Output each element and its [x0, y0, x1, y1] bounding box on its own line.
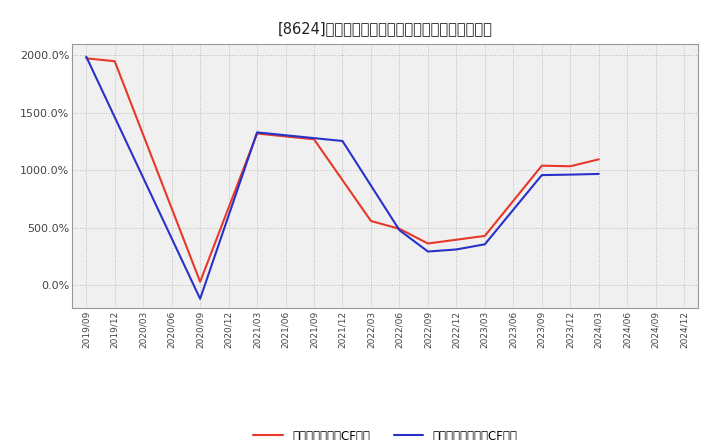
有利子負債営業CF比率 — [595, 157, 603, 162]
有利子負債フリーCF比率 — [253, 130, 261, 135]
有利子負債フリーCF比率 — [537, 172, 546, 178]
有利子負債フリーCF比率 — [310, 136, 318, 141]
有利子負債フリーCF比率 — [566, 172, 575, 177]
Title: [8624]　有利子負債キャッシュフロー比率の推移: [8624] 有利子負債キャッシュフロー比率の推移 — [278, 21, 492, 36]
Line: 有利子負債営業CF比率: 有利子負債営業CF比率 — [86, 59, 599, 282]
有利子負債フリーCF比率 — [423, 249, 432, 254]
有利子負債フリーCF比率 — [82, 54, 91, 59]
有利子負債フリーCF比率 — [595, 171, 603, 176]
有利子負債フリーCF比率 — [282, 132, 290, 138]
有利子負債フリーCF比率 — [480, 242, 489, 247]
有利子負債営業CF比率 — [282, 134, 290, 139]
有利子負債営業CF比率 — [110, 59, 119, 64]
有利子負債フリーCF比率 — [452, 247, 461, 252]
有利子負債営業CF比率 — [566, 164, 575, 169]
Legend: 有利子負債営業CF比率, 有利子負債フリーCF比率: 有利子負債営業CF比率, 有利子負債フリーCF比率 — [248, 425, 522, 440]
有利子負債営業CF比率 — [253, 131, 261, 136]
有利子負債フリーCF比率 — [338, 138, 347, 143]
有利子負債営業CF比率 — [82, 56, 91, 61]
有利子負債営業CF比率 — [537, 163, 546, 169]
有利子負債営業CF比率 — [366, 218, 375, 224]
有利子負債営業CF比率 — [196, 279, 204, 285]
有利子負債フリーCF比率 — [395, 227, 404, 233]
有利子負債営業CF比率 — [423, 241, 432, 246]
Line: 有利子負債フリーCF比率: 有利子負債フリーCF比率 — [86, 57, 599, 299]
有利子負債営業CF比率 — [310, 137, 318, 142]
有利子負債営業CF比率 — [395, 226, 404, 231]
有利子負債フリーCF比率 — [196, 296, 204, 301]
有利子負債営業CF比率 — [480, 233, 489, 238]
